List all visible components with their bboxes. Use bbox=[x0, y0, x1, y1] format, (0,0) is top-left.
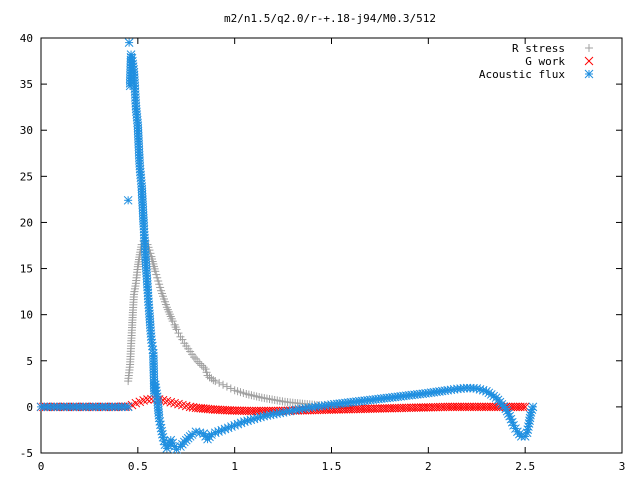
series-r-stress bbox=[124, 236, 355, 411]
data-point bbox=[202, 368, 211, 377]
data-point bbox=[518, 402, 528, 412]
data-point bbox=[172, 325, 181, 334]
x-tick-label: 0.5 bbox=[128, 460, 148, 473]
x-tick-label: 2.5 bbox=[515, 460, 535, 473]
data-point bbox=[528, 402, 538, 412]
x-tick-label: 2 bbox=[425, 460, 432, 473]
legend-label: G work bbox=[525, 55, 565, 68]
data-point bbox=[174, 329, 183, 338]
y-tick-label: 5 bbox=[26, 355, 33, 368]
x-tick-label: 0 bbox=[38, 460, 45, 473]
y-tick-label: 0 bbox=[26, 401, 33, 414]
chart-title: m2/n1.5/q2.0/r-+.18-j94/M0.3/512 bbox=[224, 12, 436, 25]
data-point bbox=[195, 359, 204, 368]
data-point bbox=[215, 378, 224, 387]
legend-label: Acoustic flux bbox=[479, 68, 565, 81]
data-point bbox=[222, 382, 231, 391]
data-point bbox=[219, 380, 228, 389]
legend-marker bbox=[584, 56, 594, 66]
data-point bbox=[189, 353, 198, 362]
y-tick-label: 25 bbox=[20, 170, 33, 183]
plot-frame bbox=[40, 37, 623, 454]
data-point bbox=[123, 402, 133, 412]
data-point bbox=[168, 317, 177, 326]
data-point bbox=[156, 283, 165, 292]
legend-label: R stress bbox=[512, 42, 565, 55]
axes: 0 0.5 1 1.5 2 2.5 3 -5 0 5 10 15 20 25 30 35 40 bbox=[20, 32, 626, 473]
data-point bbox=[124, 38, 134, 47]
data-point bbox=[201, 365, 210, 374]
data-point bbox=[151, 267, 160, 276]
data-point bbox=[265, 410, 275, 420]
data-point bbox=[209, 376, 218, 385]
y-tick-label: 20 bbox=[20, 216, 33, 229]
data-point bbox=[197, 361, 206, 370]
y-tick-label: 40 bbox=[20, 32, 33, 45]
y-tick-label: -5 bbox=[20, 447, 33, 460]
y-tick-label: 35 bbox=[20, 78, 33, 91]
data-point bbox=[153, 273, 162, 282]
y-tick-label: 10 bbox=[20, 309, 33, 322]
data-point bbox=[154, 277, 163, 286]
data-point bbox=[193, 357, 202, 366]
data-point bbox=[152, 270, 161, 279]
data-point bbox=[226, 384, 235, 393]
data-point bbox=[155, 280, 164, 289]
data-point bbox=[199, 363, 208, 372]
data-point bbox=[211, 377, 220, 386]
legend-marker bbox=[585, 44, 593, 52]
y-tick-label: 30 bbox=[20, 124, 33, 137]
x-tick-label: 1.5 bbox=[322, 460, 342, 473]
data-point bbox=[146, 249, 155, 258]
y-tick-label: 15 bbox=[20, 263, 33, 276]
data-point bbox=[123, 195, 133, 205]
x-tick-label: 3 bbox=[619, 460, 626, 473]
series-acoustic-flux bbox=[36, 38, 538, 454]
x-tick-label: 1 bbox=[231, 460, 238, 473]
series-layer bbox=[36, 38, 538, 454]
legend-marker bbox=[584, 69, 594, 79]
data-point bbox=[178, 335, 187, 344]
